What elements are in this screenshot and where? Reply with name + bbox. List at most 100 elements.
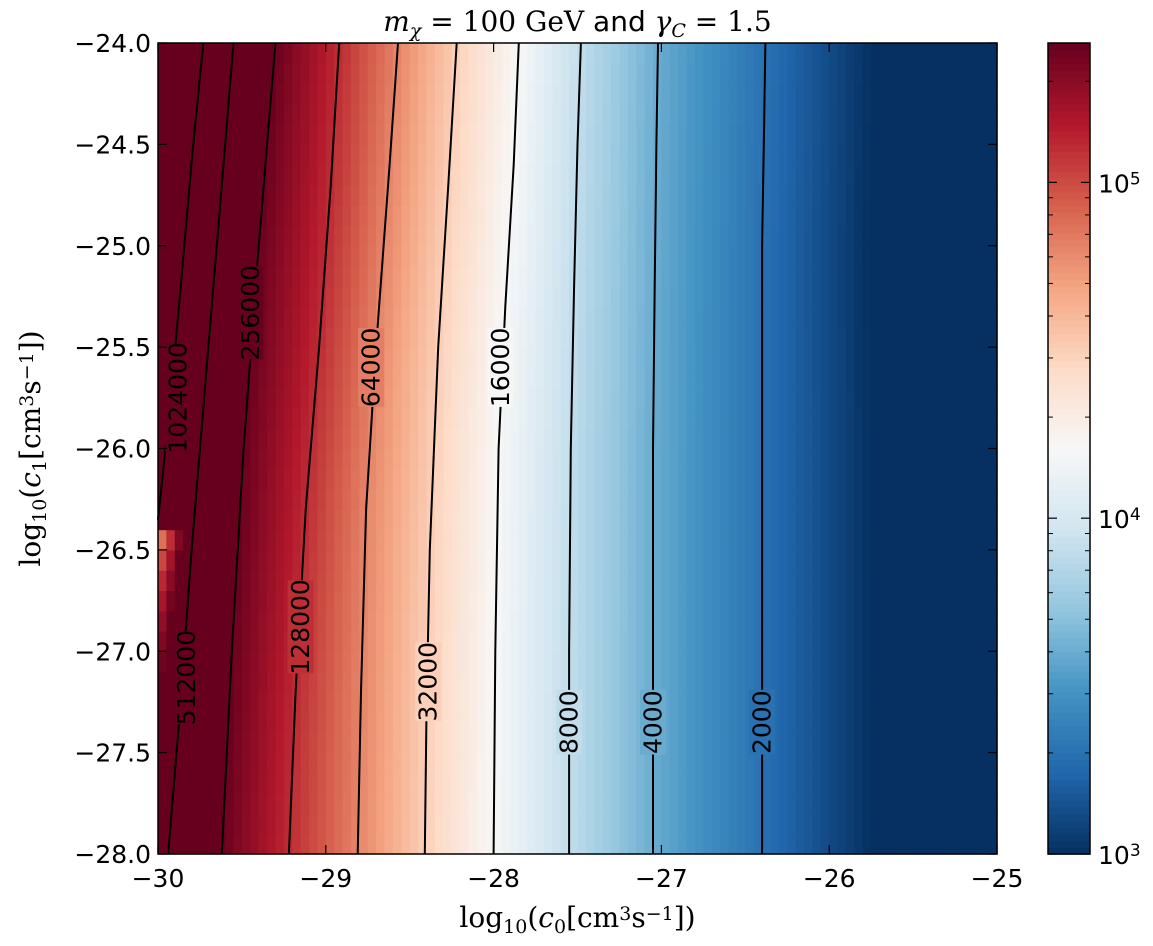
colorbar-segment xyxy=(1048,299,1090,308)
heatmap-cell xyxy=(904,570,914,592)
heatmap-cell xyxy=(745,103,755,125)
colorbar-segment xyxy=(1048,43,1090,51)
heatmap-cell xyxy=(543,184,553,206)
heatmap-cell xyxy=(376,590,386,612)
heatmap-cell xyxy=(988,326,998,348)
heatmap-cell xyxy=(787,630,797,652)
heatmap-cell xyxy=(451,326,461,348)
heatmap-cell xyxy=(854,509,864,531)
heatmap-cell xyxy=(636,407,646,429)
heatmap-cell xyxy=(325,306,335,328)
heatmap-cell xyxy=(619,529,629,551)
heatmap-cell xyxy=(191,266,201,287)
heatmap-cell xyxy=(678,671,688,693)
heatmap-cell xyxy=(543,306,553,328)
heatmap-cell xyxy=(199,833,209,855)
heatmap-cell xyxy=(451,772,461,794)
heatmap-cell xyxy=(493,245,503,267)
heatmap-cell xyxy=(812,590,822,612)
heatmap-cell xyxy=(653,489,662,510)
heatmap-cell xyxy=(535,671,545,693)
heatmap-cell xyxy=(569,509,579,531)
heatmap-cell xyxy=(258,144,268,166)
heatmap-cell xyxy=(418,793,428,815)
heatmap-cell xyxy=(980,590,990,612)
heatmap-cell xyxy=(946,671,956,693)
heatmap-cell xyxy=(611,225,621,247)
heatmap-cell xyxy=(225,367,235,389)
heatmap-cell xyxy=(946,691,956,713)
heatmap-cell xyxy=(829,549,839,571)
heatmap-cell xyxy=(988,712,998,733)
heatmap-cell xyxy=(518,529,528,551)
heatmap-cell xyxy=(963,752,973,774)
heatmap-cell xyxy=(376,489,386,510)
heatmap-cell xyxy=(342,630,352,652)
heatmap-cell xyxy=(560,225,570,247)
heatmap-cell xyxy=(342,266,352,287)
heatmap-cell xyxy=(636,43,646,64)
heatmap-cell xyxy=(644,813,654,835)
heatmap-cell xyxy=(787,671,797,693)
heatmap-cell xyxy=(929,529,939,551)
heatmap-cell xyxy=(392,671,402,693)
heatmap-cell xyxy=(468,509,478,531)
heatmap-cell xyxy=(577,367,587,389)
heatmap-cell xyxy=(795,326,805,348)
heatmap-cell xyxy=(158,286,167,308)
heatmap-cell xyxy=(476,590,486,612)
heatmap-cell xyxy=(191,306,201,328)
heatmap-cell xyxy=(300,63,310,85)
heatmap-cell xyxy=(158,630,167,652)
heatmap-cell xyxy=(854,793,864,815)
heatmap-cell xyxy=(854,813,864,835)
heatmap-cell xyxy=(191,448,201,470)
heatmap-cell xyxy=(745,671,755,693)
heatmap-cell xyxy=(317,103,327,125)
heatmap-cell xyxy=(376,630,386,652)
heatmap-cell xyxy=(820,103,830,125)
heatmap-cell xyxy=(350,772,360,794)
heatmap-cell xyxy=(946,83,956,105)
heatmap-cell xyxy=(317,732,327,754)
colorbar-segment xyxy=(1048,124,1090,132)
heatmap-cell xyxy=(434,184,444,206)
heatmap-cell xyxy=(653,570,662,592)
heatmap-cell xyxy=(988,306,998,328)
heatmap-cell xyxy=(829,83,839,105)
heatmap-cell xyxy=(350,590,360,612)
heatmap-cell xyxy=(619,83,629,105)
colorbar-segment xyxy=(1048,482,1090,490)
heatmap-cell xyxy=(468,103,478,125)
heatmap-cell xyxy=(963,529,973,551)
heatmap-cell xyxy=(753,671,763,693)
heatmap-cell xyxy=(963,286,973,308)
heatmap-cell xyxy=(829,833,839,855)
heatmap-cell xyxy=(938,164,948,186)
colorbar-segment xyxy=(1048,678,1090,686)
heatmap-cell xyxy=(862,286,872,308)
heatmap-cell xyxy=(745,124,755,145)
heatmap-cell xyxy=(158,428,167,450)
heatmap-cell xyxy=(258,448,268,470)
heatmap-cell xyxy=(158,144,167,166)
heatmap-cell xyxy=(275,529,285,551)
heatmap-cell xyxy=(820,184,830,206)
heatmap-cell xyxy=(518,184,528,206)
heatmap-cell xyxy=(619,184,629,206)
heatmap-cell xyxy=(418,489,428,510)
heatmap-cell xyxy=(292,833,302,855)
heatmap-cell xyxy=(778,83,788,105)
heatmap-cell xyxy=(191,205,201,227)
heatmap-cell xyxy=(879,164,889,186)
heatmap-cell xyxy=(560,43,570,64)
heatmap-cell xyxy=(225,184,235,206)
heatmap-cell xyxy=(753,610,763,632)
heatmap-cell xyxy=(267,529,277,551)
heatmap-cell xyxy=(980,448,990,470)
contour-label-gap xyxy=(287,580,314,674)
heatmap-cell xyxy=(913,347,923,369)
heatmap-cell xyxy=(275,752,285,774)
heatmap-cell xyxy=(376,63,386,85)
heatmap-cell xyxy=(535,610,545,632)
